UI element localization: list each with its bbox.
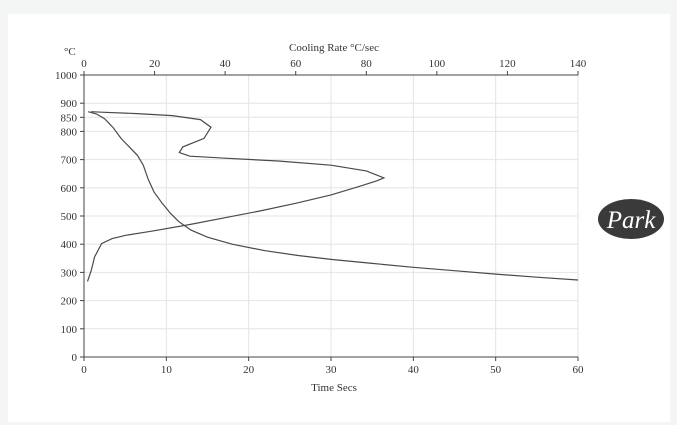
top-tick-label: 60	[290, 58, 302, 70]
y-tick-label: 800	[61, 126, 78, 138]
y-tick-label: 500	[61, 211, 78, 223]
top-tick-label: 20	[149, 58, 161, 70]
y-tick-label: 400	[61, 239, 78, 251]
x-tick-label: 50	[490, 364, 502, 376]
top-tick-label: 80	[361, 58, 373, 70]
y-tick-label: 600	[61, 183, 78, 195]
top-tick-label: 40	[220, 58, 232, 70]
x-tick-label: 20	[243, 364, 255, 376]
y-tick-label: 700	[61, 155, 78, 167]
x-tick-label: 30	[326, 364, 338, 376]
park-logo: Park	[598, 199, 664, 239]
y-axis-label: °C	[64, 46, 76, 58]
logo-text: Park	[606, 207, 657, 234]
x-tick-label: 60	[573, 364, 585, 376]
cooling-rate-curve	[86, 111, 386, 282]
y-tick-label: 850	[61, 112, 78, 124]
curve-layer	[86, 111, 579, 282]
y-tick-label: 100	[61, 324, 78, 336]
x-tick-label: 10	[161, 364, 173, 376]
logo-badge	[598, 199, 664, 239]
y-tick-label: 300	[61, 267, 78, 279]
x-axis-label: Time Secs	[311, 382, 357, 394]
x-tick-label: 40	[408, 364, 420, 376]
y-tick-label: 0	[72, 352, 78, 364]
top-tick-label: 0	[81, 58, 87, 70]
chart-paper	[8, 14, 670, 422]
top-tick-label: 120	[499, 58, 516, 70]
grid-layer	[84, 74, 579, 357]
y-tick-label: 200	[61, 296, 78, 308]
top-tick-label: 100	[429, 58, 446, 70]
x-tick-label: 0	[81, 364, 87, 376]
top-tick-label: 140	[570, 58, 587, 70]
y-tick-label: 900	[61, 98, 78, 110]
temperature-time-curve	[87, 111, 579, 281]
y-tick-label: 1000	[55, 70, 78, 82]
top-axis-label: Cooling Rate °C/sec	[289, 42, 379, 54]
